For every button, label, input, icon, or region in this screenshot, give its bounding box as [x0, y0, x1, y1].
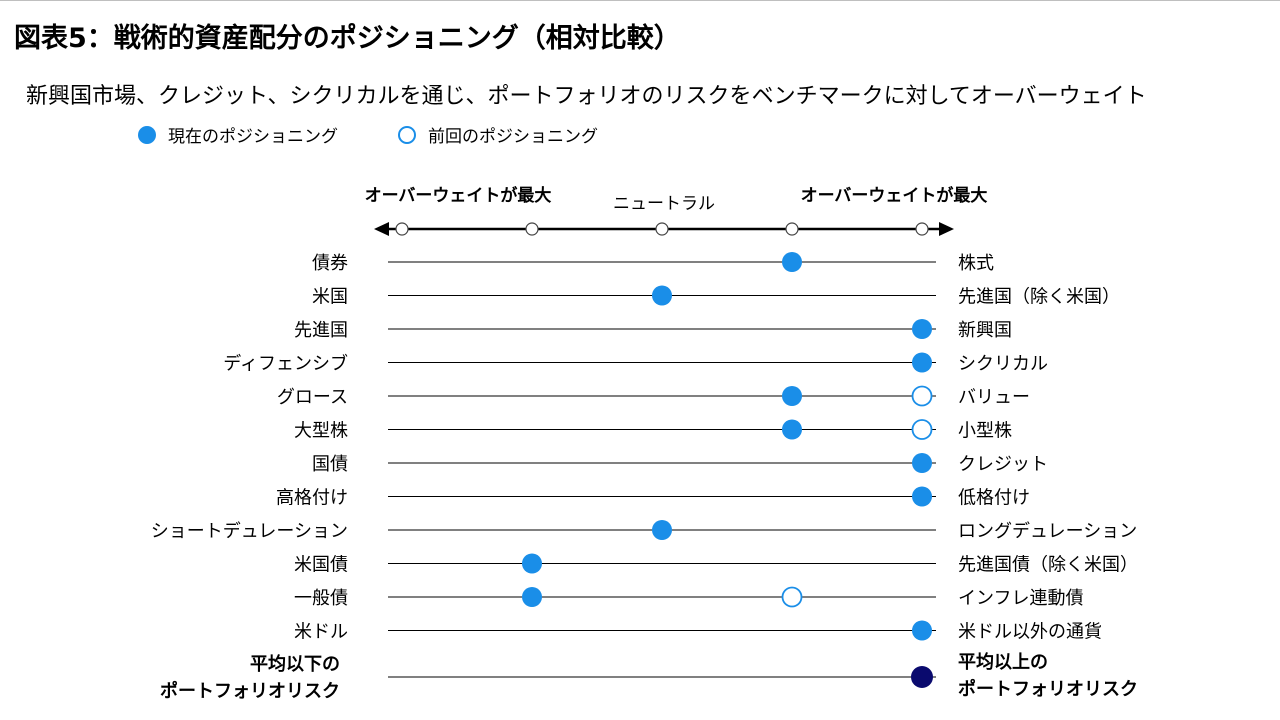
scale-label-right: オーバーウェイトが最大	[801, 185, 988, 206]
summary-label-left-line2: ポートフォリオリスク	[160, 680, 340, 702]
row-label-right: 先進国（除く米国）	[958, 287, 1120, 308]
summary-label-left-line1: 平均以下の	[250, 653, 340, 675]
row-label-right: 低格付け	[958, 488, 1030, 509]
row-label-left: ディフェンシブ	[223, 353, 348, 375]
current-position-marker	[912, 620, 932, 641]
row-label-right: 米ドル以外の通貨	[958, 622, 1102, 643]
current-position-marker	[782, 386, 802, 406]
axis-arrow-right	[939, 222, 954, 236]
top-divider	[0, 0, 1280, 1]
row-label-right: 先進国債（除く米国）	[958, 555, 1138, 576]
row-label-left: 国債	[312, 454, 348, 475]
row-label-right: 株式	[958, 253, 994, 274]
row-label-left: 先進国	[294, 320, 348, 341]
legend-previous-label: 前回のポジショニング	[428, 127, 598, 147]
axis-tick-marker	[655, 222, 669, 236]
axis-tick-marker	[915, 222, 929, 236]
legend-current-label: 現在のポジショニング	[168, 127, 338, 147]
scale-label-left: オーバーウェイトが最大	[365, 185, 552, 206]
scale-label-neutral: ニュートラル	[613, 194, 715, 214]
current-position-marker	[912, 453, 932, 473]
current-position-marker	[522, 587, 542, 607]
current-position-marker	[912, 352, 932, 373]
row-label-right: バリュー	[958, 387, 1030, 408]
row-label-left: 米ドル	[294, 622, 348, 643]
row-label-left: 債券	[312, 253, 348, 274]
row-label-left: 米国債	[294, 555, 348, 576]
row-label-left: グロース	[277, 387, 348, 408]
summary-position-marker	[911, 666, 933, 688]
axis-tick-marker	[525, 222, 539, 236]
summary-label-right-line2: ポートフォリオリスク	[958, 678, 1138, 700]
current-position-marker	[912, 319, 932, 339]
page-subtitle: 新興国市場、クレジット、シクリカルを通じ、ポートフォリオのリスクをベンチマークに…	[26, 84, 1147, 109]
current-position-marker	[782, 252, 802, 272]
row-label-right: 新興国	[958, 320, 1012, 341]
current-position-marker	[522, 553, 542, 574]
legend-current: 現在のポジショニング	[138, 122, 338, 147]
row-label-right: ロングデュレーション	[958, 521, 1137, 542]
legend-previous-marker	[398, 125, 416, 144]
row-label-right: インフレ連動債	[958, 588, 1083, 609]
current-position-marker	[652, 520, 672, 540]
row-label-left: 一般債	[294, 588, 348, 609]
summary-label-right-line1: 平均以上の	[958, 651, 1048, 673]
current-position-marker	[652, 285, 672, 306]
row-label-left: 高格付け	[276, 488, 348, 509]
row-label-left: 米国	[312, 287, 348, 308]
legend-current-marker	[138, 125, 156, 144]
row-label-left: 大型株	[294, 421, 348, 442]
current-position-marker	[912, 486, 932, 507]
previous-position-marker	[781, 586, 803, 608]
axis-arrow-left	[374, 222, 389, 236]
axis-tick-marker	[785, 222, 799, 236]
axis-tick-marker	[395, 222, 409, 236]
row-label-right: クレジット	[958, 454, 1048, 475]
previous-position-marker	[911, 419, 933, 440]
row-label-right: シクリカル	[958, 354, 1048, 375]
row-label-left: ショートデュレーション	[151, 521, 348, 542]
page-title: 図表5：戦術的資産配分のポジショニング（相対比較）	[14, 23, 681, 54]
legend-previous: 前回のポジショニング	[398, 122, 598, 147]
current-position-marker	[782, 419, 802, 440]
previous-position-marker	[911, 385, 933, 407]
row-label-right: 小型株	[958, 421, 1012, 442]
